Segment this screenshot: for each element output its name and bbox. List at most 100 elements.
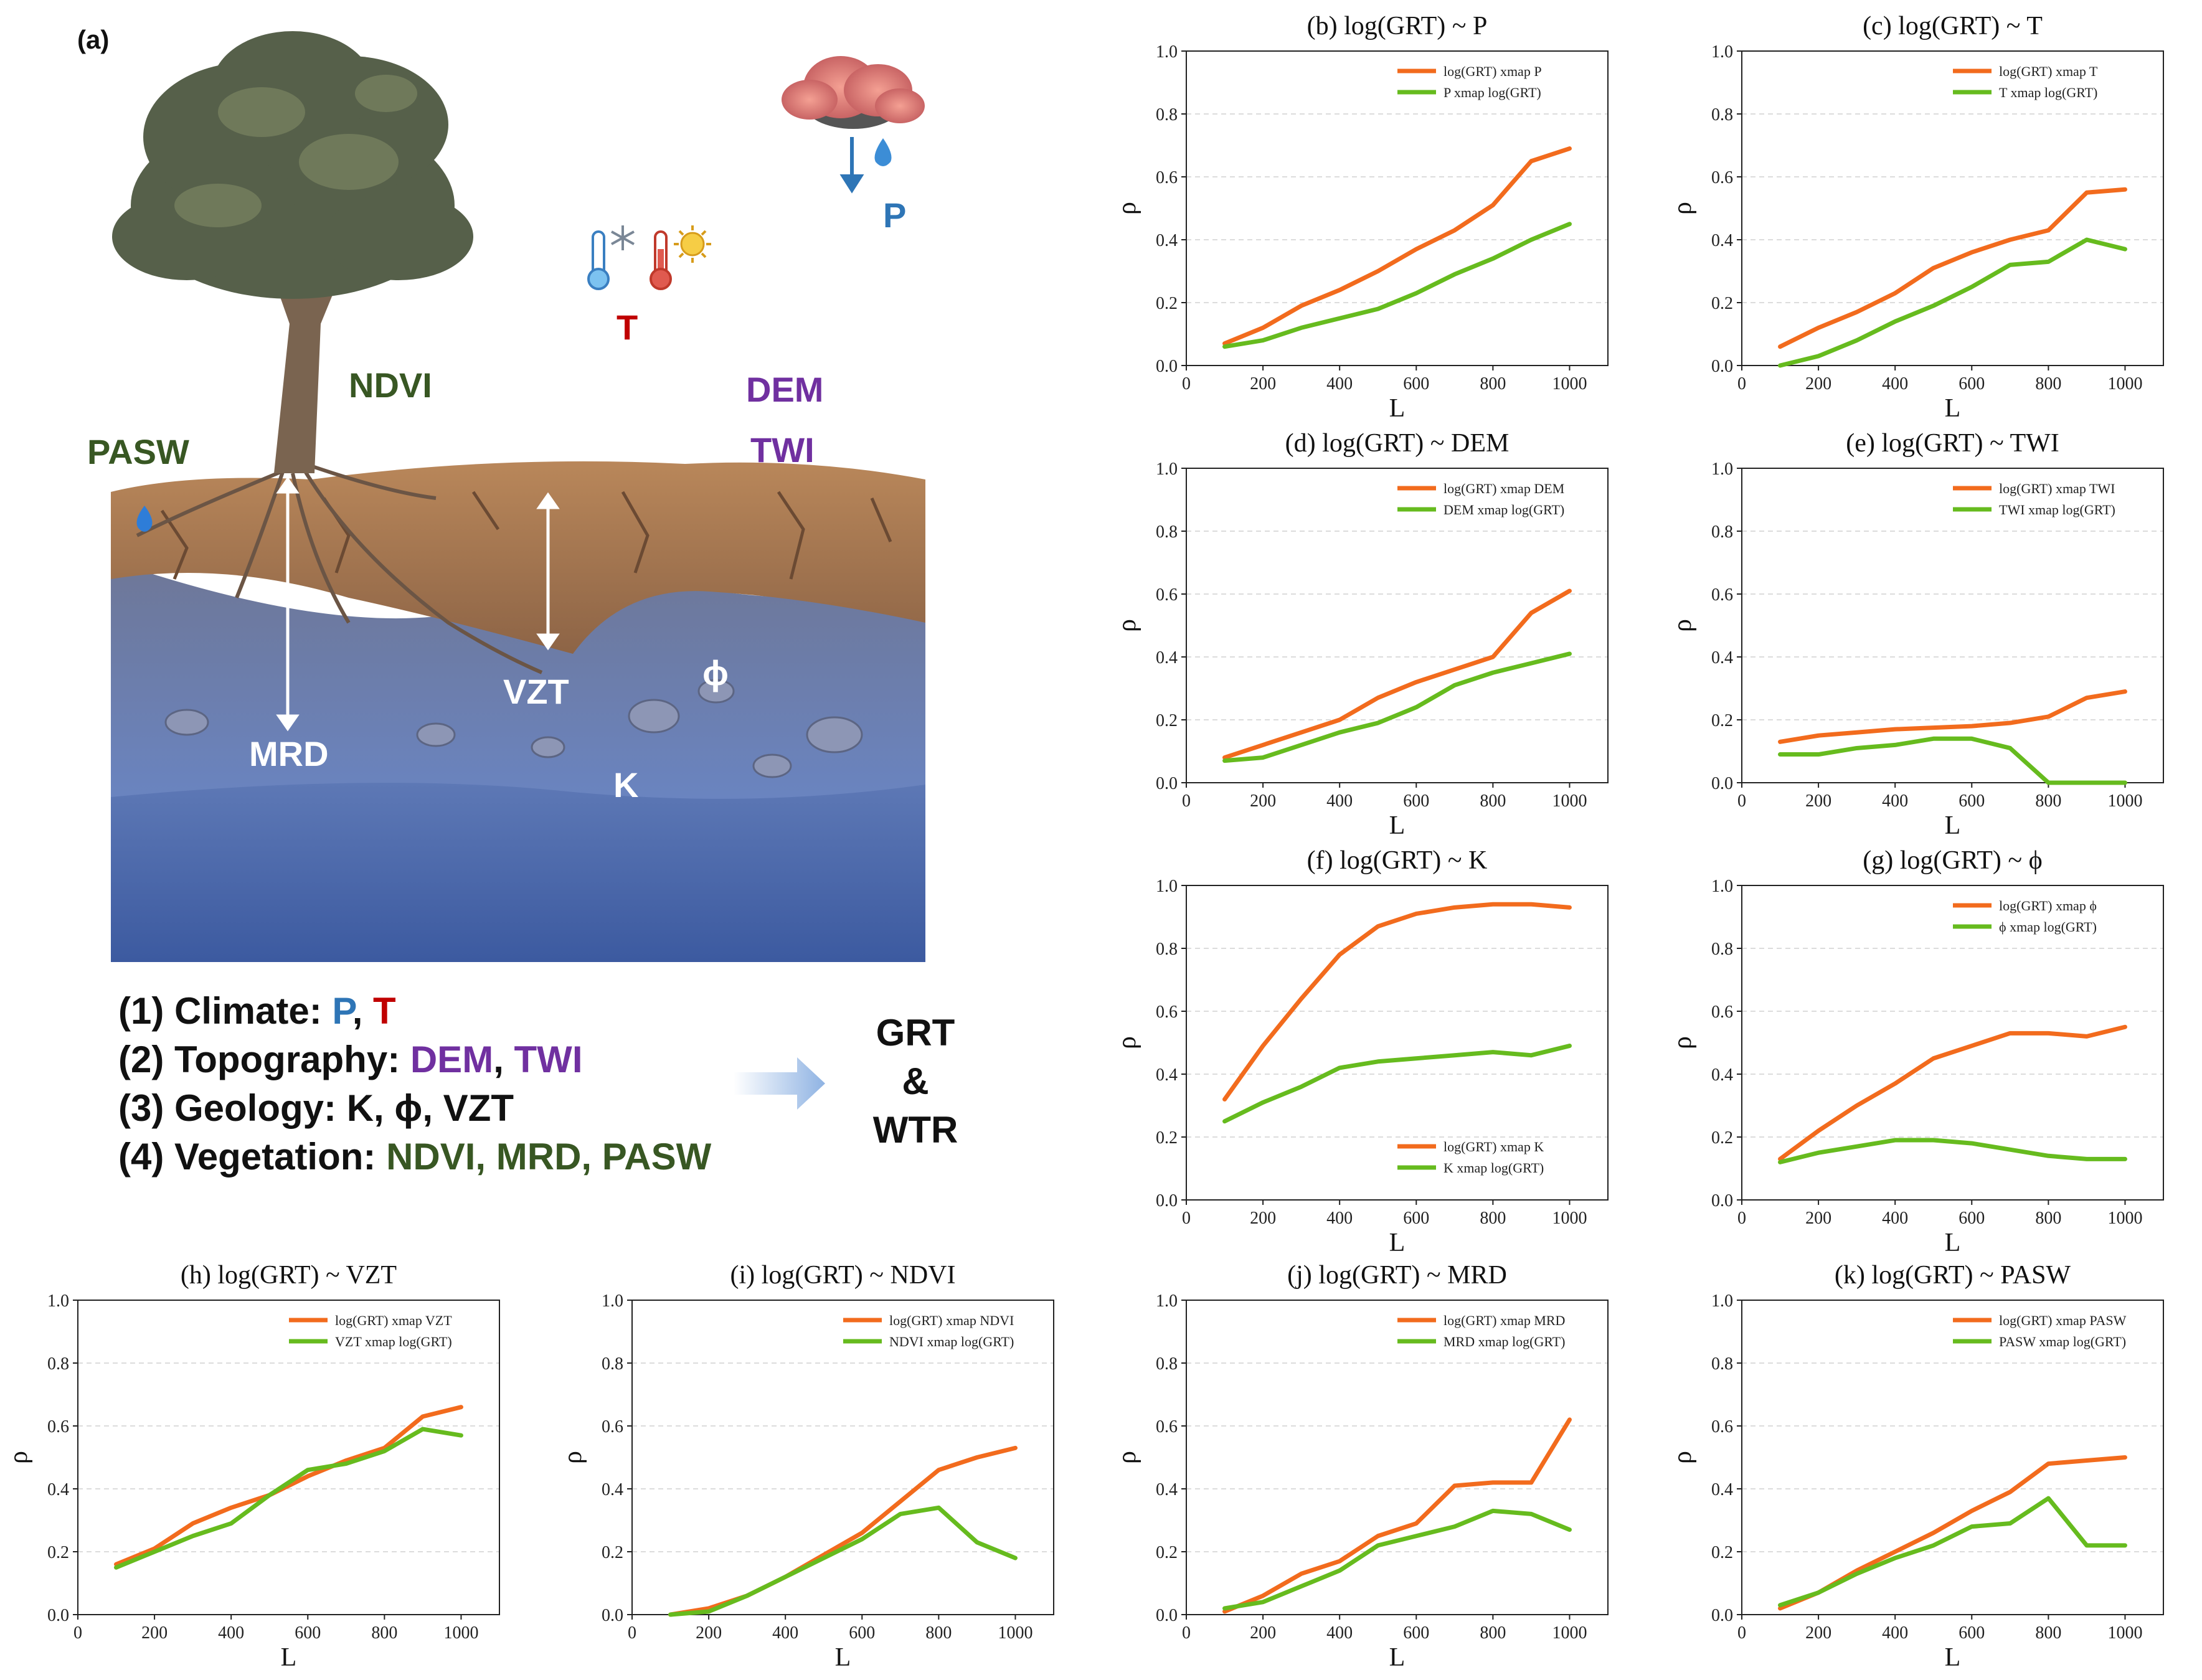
y-tick-label: 1.0: [1711, 1291, 1733, 1311]
tree-roots: [136, 460, 543, 674]
sun-icon: [674, 225, 711, 263]
x-tick-label: 200: [1805, 791, 1831, 811]
y-axis-label: ρ: [1113, 1451, 1141, 1464]
chart-title: (k) log(GRT) ~ PASW: [1835, 1261, 2071, 1290]
x-axis-label: L: [281, 1643, 297, 1672]
legend-entry: log(GRT) xmap P: [1444, 64, 1542, 79]
y-tick-label: 0.4: [47, 1480, 69, 1499]
rock-layer: [111, 560, 925, 799]
chart-title: (g) log(GRT) ~ ϕ: [1863, 846, 2042, 875]
x-tick-label: 200: [1805, 1623, 1831, 1643]
series-line-1: [1778, 187, 2127, 349]
x-axis-label: L: [1945, 1229, 1961, 1257]
factor-group-3: (3) Geology: K, ϕ, VZT: [118, 1084, 711, 1133]
legend-entry: log(GRT) xmap PASW: [1999, 1313, 2127, 1328]
y-tick-label: 1.0: [47, 1291, 69, 1311]
outcome-word: GRT: [876, 1012, 955, 1054]
y-tick-label: 0.8: [1156, 522, 1178, 542]
series-line-1: [1222, 146, 1572, 346]
x-axis-label: L: [1389, 394, 1406, 423]
plot-frame: [1186, 1300, 1609, 1615]
x-tick-label: 1000: [1552, 791, 1587, 811]
x-tick-label: 200: [1250, 1623, 1276, 1643]
legend-entry: log(GRT) xmap ϕ: [1999, 898, 2097, 913]
x-tick-label: 0: [1737, 791, 1746, 811]
label-dem: DEM: [746, 370, 823, 409]
legend-entry: PASW xmap log(GRT): [1999, 1334, 2126, 1349]
x-axis-label: L: [1945, 811, 1961, 840]
legend-entry: TWI xmap log(GRT): [1999, 502, 2115, 517]
plot-frame: [77, 1300, 500, 1615]
y-tick-label: 0.4: [1711, 231, 1733, 250]
legend-entry: K xmap log(GRT): [1444, 1160, 1544, 1176]
rain-droplet-icon: [874, 138, 892, 166]
series-line-2: [1778, 736, 2127, 785]
chart-i: (i) log(GRT) ~ NDVI 0.0 0.2 0.4 0.6 0.8 1.0 0 20…: [559, 1261, 1054, 1672]
legend-entry: log(GRT) xmap NDVI: [889, 1313, 1014, 1328]
y-tick-label: 0.4: [1156, 1065, 1178, 1085]
x-tick-label: 600: [1959, 791, 1985, 811]
factor-group-part: NDVI, MRD, PASW: [386, 1136, 712, 1177]
y-tick-label: 1.0: [1711, 877, 1733, 896]
label-pasw: PASW: [87, 432, 189, 471]
x-tick-label: 0: [1737, 1623, 1746, 1643]
chart-title: (j) log(GRT) ~ MRD: [1287, 1261, 1507, 1290]
y-tick-label: 1.0: [1156, 1291, 1178, 1311]
y-tick-label: 0.4: [1156, 1480, 1178, 1499]
x-tick-label: 400: [1326, 1623, 1353, 1643]
x-tick-label: 600: [1403, 374, 1429, 394]
hot-thermometer-icon: [650, 230, 672, 290]
x-axis-label: L: [835, 1643, 851, 1672]
chart-title: (d) log(GRT) ~ DEM: [1285, 429, 1510, 458]
factor-group-prefix: (4) Vegetation:: [118, 1136, 387, 1177]
x-tick-label: 1000: [2107, 374, 2142, 394]
factor-group-part: K, ϕ, VZT: [346, 1087, 514, 1129]
plot-frame: [1741, 1300, 2164, 1615]
series-line-2: [114, 1427, 463, 1570]
y-tick-label: 0.0: [1711, 1606, 1733, 1625]
factor-group-prefix: (2) Topography:: [118, 1039, 410, 1080]
plot-frame: [1186, 50, 1609, 366]
y-tick-label: 0.0: [1711, 1191, 1733, 1210]
chart-d: (d) log(GRT) ~ DEM 0.0 0.2 0.4 0.6 0.8 1.0 0 200…: [1113, 429, 1609, 840]
y-tick-label: 0.6: [1156, 1003, 1178, 1022]
label-t: T: [617, 308, 638, 347]
factor-group-part: P: [332, 990, 352, 1032]
y-axis-label: ρ: [1113, 202, 1141, 215]
legend-entry: log(GRT) xmap MRD: [1444, 1313, 1565, 1328]
outcome-word: &: [902, 1060, 929, 1102]
y-tick-label: 0.2: [1156, 1128, 1178, 1148]
factor-group-2: (2) Topography: DEM, TWI: [118, 1036, 711, 1084]
y-tick-label: 0.6: [1711, 1417, 1733, 1437]
label-k: K: [613, 765, 638, 805]
y-tick-label: 0.2: [1711, 1128, 1733, 1148]
y-tick-label: 0.2: [1156, 1543, 1178, 1562]
x-tick-label: 0: [1182, 1623, 1191, 1643]
y-tick-label: 0.8: [47, 1354, 69, 1374]
legend-entry: log(GRT) xmap K: [1444, 1139, 1544, 1154]
plot-frame: [1741, 50, 2164, 366]
x-tick-label: 400: [772, 1623, 798, 1643]
x-tick-label: 400: [1326, 374, 1353, 394]
x-tick-label: 600: [1959, 1209, 1985, 1228]
x-tick-label: 200: [141, 1623, 168, 1643]
legend-entry: NDVI xmap log(GRT): [889, 1334, 1014, 1349]
y-tick-label: 0.4: [1711, 1480, 1733, 1499]
y-tick-label: 1.0: [602, 1291, 623, 1311]
y-tick-label: 0.6: [47, 1417, 69, 1437]
x-tick-label: 1000: [2107, 1209, 2142, 1228]
y-tick-label: 0.2: [47, 1543, 69, 1562]
factor-group-prefix: (1) Climate:: [118, 990, 333, 1032]
mrd-depth-arrow: [276, 476, 300, 732]
x-tick-label: 200: [696, 1623, 722, 1643]
x-tick-label: 800: [2035, 1209, 2061, 1228]
y-axis-label: ρ: [4, 1451, 33, 1464]
series-line-2: [1222, 222, 1572, 349]
series-line-1: [1778, 1024, 2127, 1161]
y-tick-label: 0.2: [1711, 711, 1733, 730]
y-tick-label: 0.4: [1711, 1065, 1733, 1085]
legend-entry: log(GRT) xmap DEM: [1444, 481, 1564, 496]
y-tick-label: 0.8: [1711, 1354, 1733, 1374]
x-tick-label: 800: [1480, 791, 1506, 811]
x-tick-label: 200: [1250, 374, 1276, 394]
